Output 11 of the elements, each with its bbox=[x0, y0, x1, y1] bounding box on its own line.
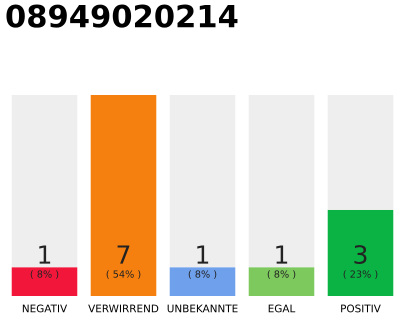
x-tick-label: VERWIRREND bbox=[88, 304, 158, 312]
x-tick-label: EGAL bbox=[268, 304, 296, 312]
data-label: 7 ( 54% ) bbox=[106, 245, 140, 279]
x-tick-label: POSITIV bbox=[341, 304, 381, 312]
data-label: 1 ( 8% ) bbox=[30, 245, 58, 279]
chart-title: 08949020214 bbox=[6, 4, 238, 28]
data-label: 1 ( 8% ) bbox=[268, 245, 296, 279]
x-tick-label: NEGATIV bbox=[22, 304, 68, 312]
x-tick-label: UNBEKANNTE bbox=[168, 304, 238, 312]
data-label: 1 ( 8% ) bbox=[188, 245, 216, 279]
data-label: 3 ( 23% ) bbox=[344, 245, 378, 279]
